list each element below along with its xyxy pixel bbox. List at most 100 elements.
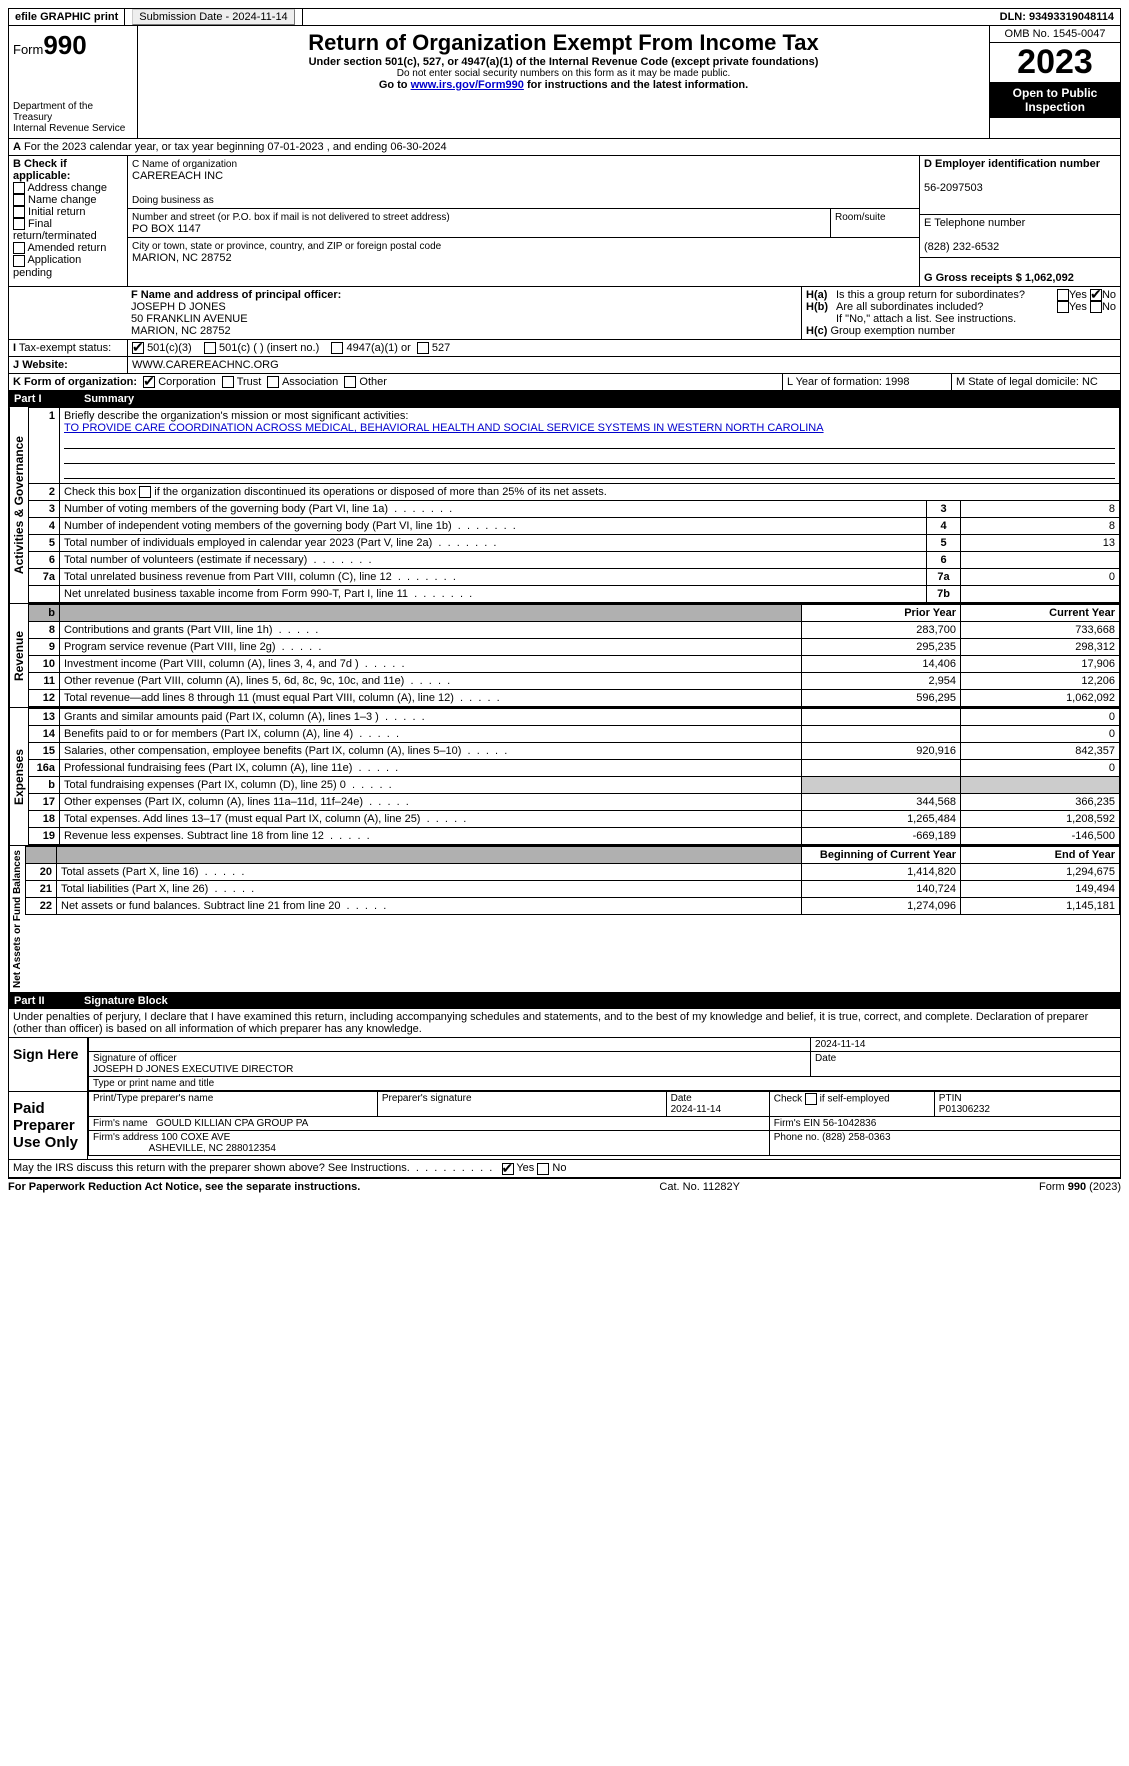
current-value: 366,235 — [961, 794, 1120, 811]
boxb-opt[interactable] — [13, 218, 25, 230]
hb-label: Are all subordinates included? — [836, 301, 983, 313]
type-name-label: Type or print name and title — [89, 1077, 1121, 1091]
current-value: 298,312 — [961, 639, 1120, 656]
ein-value: 56-2097503 — [924, 182, 983, 194]
gov-line: Number of independent voting members of … — [60, 518, 927, 535]
top-bar: efile GRAPHIC print Submission Date - 20… — [8, 8, 1121, 26]
gov-value: 8 — [961, 518, 1120, 535]
ha-no[interactable] — [1090, 289, 1102, 301]
line2-check[interactable] — [139, 486, 151, 498]
tax-year: 2023 — [990, 43, 1120, 82]
ha-yes[interactable] — [1057, 289, 1069, 301]
footer-mid: Cat. No. 11282Y — [659, 1181, 740, 1193]
state-domicile: M State of legal domicile: NC — [952, 374, 1120, 390]
tax-status-row: I Tax-exempt status: 501(c)(3) 501(c) ( … — [8, 340, 1121, 357]
summary-line: Revenue less expenses. Subtract line 18 … — [60, 828, 802, 845]
officer-addr2: MARION, NC 28752 — [131, 325, 231, 337]
revenue-label: Revenue — [9, 604, 28, 707]
gov-value — [961, 552, 1120, 569]
box-c-label: C Name of organization — [132, 159, 237, 170]
ha-label: Is this a group return for subordinates? — [836, 289, 1025, 301]
summary-line: Total revenue—add lines 8 through 11 (mu… — [60, 690, 802, 707]
public-inspection: Open to Public Inspection — [990, 82, 1120, 118]
discuss-no[interactable] — [537, 1163, 549, 1175]
firm-name-label: Firm's name — [93, 1118, 148, 1129]
current-value: 1,062,092 — [961, 690, 1120, 707]
revenue-section: Revenue b Prior Year Current Year 8Contr… — [8, 604, 1121, 708]
dept-treasury: Department of the Treasury — [13, 101, 133, 123]
form-number: Form990 — [13, 30, 133, 61]
assoc-check[interactable] — [267, 376, 279, 388]
gross-receipts: G Gross receipts $ 1,062,092 — [924, 272, 1074, 284]
discuss-yes[interactable] — [502, 1163, 514, 1175]
self-employed-check[interactable] — [805, 1093, 817, 1105]
governance-section: Activities & Governance 1 Briefly descri… — [8, 407, 1121, 604]
netassets-label: Net Assets or Fund Balances — [9, 846, 25, 992]
officer-name: JOSEPH D JONES — [131, 301, 226, 313]
submission-date: Submission Date - 2024-11-14 — [125, 9, 302, 25]
current-value: 1,208,592 — [961, 811, 1120, 828]
prep-phone: (828) 258-0363 — [822, 1132, 890, 1143]
firm-ein: 56-1042836 — [823, 1118, 876, 1129]
prior-value: 295,235 — [802, 639, 961, 656]
ptin-value: P01306232 — [939, 1104, 990, 1115]
klm-row: K Form of organization: Corporation Trus… — [8, 374, 1121, 391]
current-value: -146,500 — [961, 828, 1120, 845]
officer-label: F Name and address of principal officer: — [131, 289, 341, 301]
current-value: 0 — [961, 726, 1120, 743]
current-year-header: Current Year — [1049, 607, 1115, 619]
prior-value: 1,265,484 — [802, 811, 961, 828]
gov-line: Net unrelated business taxable income fr… — [60, 586, 927, 603]
firm-addr1: 100 COXE AVE — [161, 1132, 230, 1143]
501c-check[interactable] — [204, 342, 216, 354]
summary-line: Total fundraising expenses (Part IX, col… — [60, 777, 802, 794]
boxb-opt[interactable] — [13, 242, 25, 254]
website-row: J Website: WWW.CAREREACHNC.ORG — [8, 357, 1121, 374]
penalties-text: Under penalties of perjury, I declare th… — [8, 1009, 1121, 1038]
gov-value: 8 — [961, 501, 1120, 518]
end-year-header: End of Year — [1055, 849, 1115, 861]
hb-note: If "No," attach a list. See instructions… — [806, 313, 1116, 325]
prior-value: 14,406 — [802, 656, 961, 673]
summary-line: Other expenses (Part IX, column (A), lin… — [60, 794, 802, 811]
boxb-opt[interactable] — [13, 182, 25, 194]
gov-value: 13 — [961, 535, 1120, 552]
boxb-opt[interactable] — [13, 194, 25, 206]
prior-value — [802, 726, 961, 743]
irs-label: Internal Revenue Service — [13, 123, 133, 134]
corp-check[interactable] — [143, 376, 155, 388]
summary-line: Investment income (Part VIII, column (A)… — [60, 656, 802, 673]
trust-check[interactable] — [222, 376, 234, 388]
mission-text: TO PROVIDE CARE COORDINATION ACROSS MEDI… — [64, 422, 824, 434]
current-value: 1,294,675 — [961, 864, 1120, 881]
hc-label: Group exemption number — [830, 325, 955, 337]
street-value: PO BOX 1147 — [132, 223, 201, 235]
summary-line: Net assets or fund balances. Subtract li… — [57, 898, 802, 915]
ssn-note: Do not enter social security numbers on … — [142, 68, 985, 79]
gov-line: Number of voting members of the governin… — [60, 501, 927, 518]
summary-line: Contributions and grants (Part VIII, lin… — [60, 622, 802, 639]
irs-link[interactable]: www.irs.gov/Form990 — [411, 79, 524, 91]
boxb-opt[interactable] — [13, 255, 25, 267]
current-value: 149,494 — [961, 881, 1120, 898]
hb-no[interactable] — [1090, 301, 1102, 313]
website-value: WWW.CAREREACHNC.ORG — [128, 357, 1120, 373]
summary-line: Salaries, other compensation, employee b… — [60, 743, 802, 760]
summary-line: Grants and similar amounts paid (Part IX… — [60, 709, 802, 726]
netassets-section: Net Assets or Fund Balances Beginning of… — [8, 846, 1121, 993]
discuss-text: May the IRS discuss this return with the… — [13, 1162, 410, 1174]
org-name: CAREREACH INC — [132, 170, 223, 182]
current-value: 0 — [961, 709, 1120, 726]
hb-yes[interactable] — [1057, 301, 1069, 313]
prior-value: 920,916 — [802, 743, 961, 760]
street-label: Number and street (or P.O. box if mail i… — [132, 212, 450, 223]
current-value: 1,145,181 — [961, 898, 1120, 915]
4947-check[interactable] — [331, 342, 343, 354]
527-check[interactable] — [417, 342, 429, 354]
governance-label: Activities & Governance — [9, 407, 28, 603]
501c3-check[interactable] — [132, 342, 144, 354]
discuss-row: May the IRS discuss this return with the… — [8, 1160, 1121, 1177]
current-value: 842,357 — [961, 743, 1120, 760]
other-check[interactable] — [344, 376, 356, 388]
boxb-opt[interactable] — [13, 206, 25, 218]
